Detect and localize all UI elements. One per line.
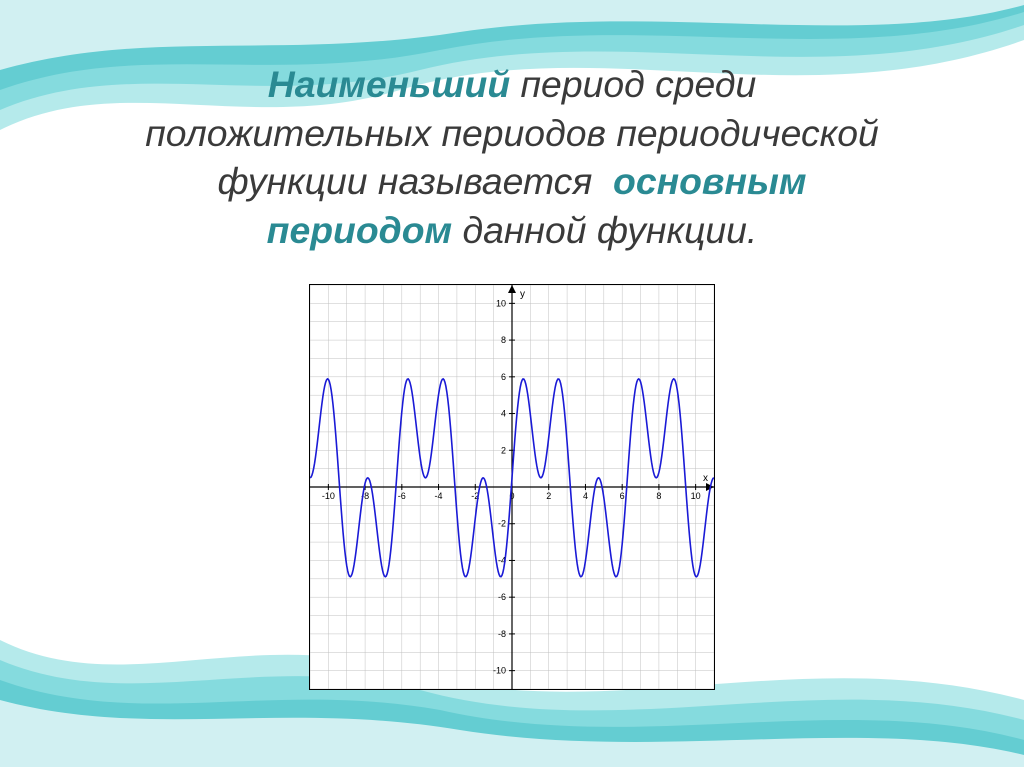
svg-text:-8: -8 [498,629,506,639]
svg-text:-6: -6 [398,491,406,501]
slide: Наименьший период средиположительных пер… [0,0,1024,767]
svg-text:4: 4 [583,491,588,501]
svg-text:2: 2 [501,445,506,455]
svg-text:2: 2 [546,491,551,501]
svg-text:10: 10 [691,491,701,501]
svg-text:-10: -10 [493,666,506,676]
svg-text:y: y [520,289,525,300]
svg-text:x: x [703,473,708,484]
periodic-function-chart: -10-8-6-4-20246810-10-8-6-4-2246810xy [309,284,715,690]
svg-text:8: 8 [656,491,661,501]
svg-text:-2: -2 [498,519,506,529]
svg-text:10: 10 [496,298,506,308]
svg-text:-4: -4 [435,491,443,501]
svg-text:-10: -10 [322,491,335,501]
svg-text:-6: -6 [498,592,506,602]
svg-text:8: 8 [501,335,506,345]
svg-text:4: 4 [501,409,506,419]
svg-text:6: 6 [501,372,506,382]
slide-heading: Наименьший период средиположительных пер… [62,60,962,254]
svg-text:6: 6 [620,491,625,501]
